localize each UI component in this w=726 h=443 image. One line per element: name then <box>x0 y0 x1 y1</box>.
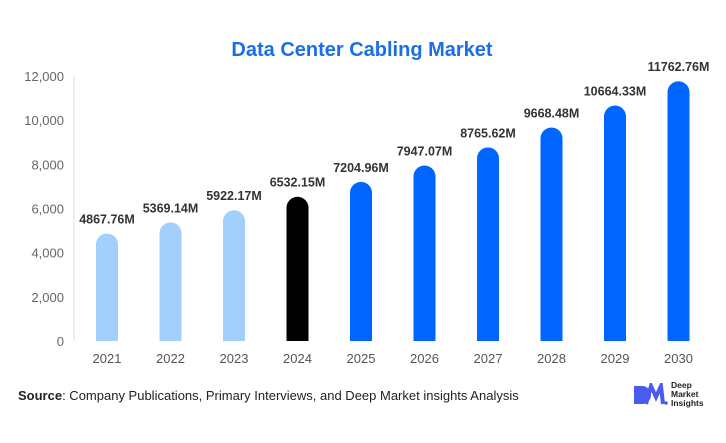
data-label: 7204.96M <box>333 161 389 175</box>
bar-2022 <box>159 222 182 341</box>
source-text: : Company Publications, Primary Intervie… <box>62 388 519 403</box>
data-label: 6532.15M <box>270 176 326 190</box>
x-tick-label: 2023 <box>220 351 249 366</box>
bar-2025 <box>350 181 372 341</box>
y-tick-label: 4,000 <box>31 246 64 261</box>
x-tick-label: 2029 <box>601 351 630 366</box>
bar-2023 <box>223 210 245 341</box>
x-tick-label: 2027 <box>474 351 503 366</box>
bar-chart: Data Center Cabling Market 0 2,000 4,000 6,… <box>24 39 710 366</box>
y-tick-label: 0 <box>57 334 64 349</box>
source-label: Source <box>18 388 63 403</box>
x-tick-label: 2025 <box>347 351 376 366</box>
bar-2029 <box>604 105 626 341</box>
chart-title: Data Center Cabling Market <box>231 39 493 61</box>
x-tick-label: 2026 <box>410 351 439 366</box>
x-tick-label: 2028 <box>537 351 566 366</box>
data-label: 8765.62M <box>460 126 516 140</box>
bar-2026 <box>413 165 436 341</box>
data-label: 10664.33M <box>584 84 647 98</box>
data-label: 7947.07M <box>397 145 453 159</box>
bar-2028 <box>540 127 563 341</box>
y-tick-label: 10,000 <box>24 113 64 128</box>
data-label: 9668.48M <box>524 106 580 120</box>
x-tick-label: 2030 <box>664 351 693 366</box>
y-tick-label: 12,000 <box>24 69 64 84</box>
y-tick-label: 6,000 <box>31 202 64 217</box>
y-tick-label: 8,000 <box>31 157 64 172</box>
deep-market-insights-logo-mark <box>634 382 668 405</box>
data-label: 5922.17M <box>206 189 262 203</box>
bar-2027 <box>477 147 499 341</box>
x-tick-label: 2022 <box>156 351 185 366</box>
logo: Deep Market Insights <box>632 381 704 408</box>
bar-2021 <box>96 233 118 341</box>
source-note: Source: Company Publications, Primary In… <box>18 388 519 403</box>
bar-2024 <box>286 196 309 341</box>
data-label: 11762.76M <box>648 60 710 74</box>
x-tick-label: 2024 <box>283 351 312 366</box>
y-tick-label: 2,000 <box>31 290 64 305</box>
bar-2030 <box>667 81 690 342</box>
logo-text: Deep Market Insights <box>671 380 704 408</box>
x-tick-label: 2021 <box>93 351 122 366</box>
data-label: 5369.14M <box>143 201 199 215</box>
data-label: 4867.76M <box>79 213 135 227</box>
